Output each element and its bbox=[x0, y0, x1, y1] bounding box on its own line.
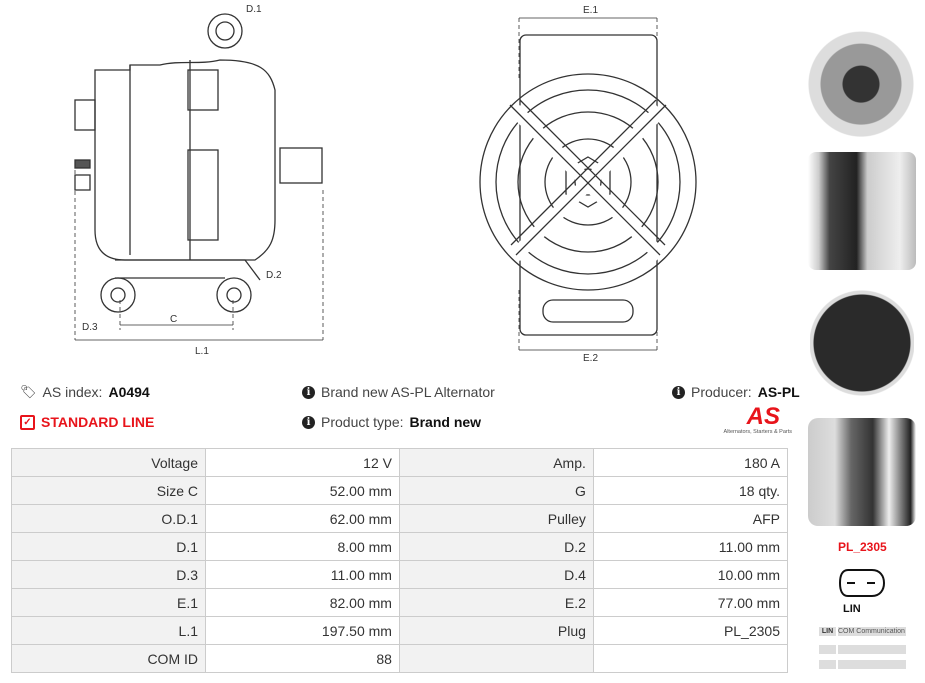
spec-label: Size C bbox=[11, 476, 206, 505]
spec-label: L.1 bbox=[11, 616, 206, 645]
product-type: i Product type: Brand new bbox=[302, 414, 481, 430]
table-row: E.1 82.00 mm E.2 77.00 mm bbox=[11, 588, 789, 617]
spec-value: 82.00 mm bbox=[205, 588, 400, 617]
table-row: D.3 11.00 mm D.4 10.00 mm bbox=[11, 560, 789, 589]
table-row: Voltage 12 V Amp. 180 A bbox=[11, 448, 789, 477]
spec-label: Voltage bbox=[11, 448, 206, 477]
svg-text:D.2: D.2 bbox=[266, 270, 282, 281]
info-icon: i bbox=[302, 415, 315, 429]
spec-value: AFP bbox=[592, 504, 789, 533]
svg-text:L.1: L.1 bbox=[195, 346, 209, 357]
info-icon: i bbox=[672, 385, 685, 399]
product-photo-side[interactable] bbox=[808, 152, 916, 270]
spec-label: Pulley bbox=[398, 504, 594, 533]
spec-value: PL_2305 bbox=[592, 616, 789, 645]
spec-value: 197.50 mm bbox=[205, 616, 400, 645]
plug-legend-key: LIN bbox=[819, 627, 836, 636]
plug-legend-empty bbox=[838, 645, 906, 654]
svg-text:C: C bbox=[170, 314, 177, 325]
svg-text:E.2: E.2 bbox=[583, 353, 598, 364]
spec-value: 77.00 mm bbox=[592, 588, 789, 617]
spec-value: 180 A bbox=[592, 448, 789, 477]
plug-legend-empty bbox=[838, 660, 906, 669]
spec-value bbox=[592, 644, 789, 673]
spec-label: D.4 bbox=[398, 560, 594, 589]
spec-value: 11.00 mm bbox=[592, 532, 789, 561]
info-icon: i bbox=[302, 385, 315, 399]
as-pl-logo: AS Alternators, Starters & Parts bbox=[723, 403, 792, 436]
table-row: L.1 197.50 mm Plug PL_2305 bbox=[11, 616, 789, 645]
spec-label: O.D.1 bbox=[11, 504, 206, 533]
spec-value: 52.00 mm bbox=[205, 476, 400, 505]
spec-value: 88 bbox=[205, 644, 400, 673]
check-square-icon: ✓ bbox=[20, 414, 35, 430]
spec-label: G bbox=[398, 476, 594, 505]
plug-legend-desc: COM Communication bbox=[838, 627, 906, 636]
plug-legend-empty bbox=[819, 645, 836, 654]
product-photo-front[interactable] bbox=[808, 6, 914, 148]
product-photo-angle[interactable] bbox=[808, 418, 916, 526]
table-row: COM ID 88 bbox=[11, 644, 789, 673]
spec-value: 18 qty. bbox=[592, 476, 789, 505]
table-row: Size C 52.00 mm G 18 qty. bbox=[11, 476, 789, 505]
spec-label: COM ID bbox=[11, 644, 206, 673]
spec-label: E.1 bbox=[11, 588, 206, 617]
spec-label: D.1 bbox=[11, 532, 206, 561]
plug-legend-empty bbox=[819, 660, 836, 669]
spec-value: 12 V bbox=[205, 448, 400, 477]
plug-type: LIN bbox=[843, 603, 861, 615]
spec-label: D.3 bbox=[11, 560, 206, 589]
producer: i Producer: AS-PL bbox=[672, 384, 800, 400]
table-row: O.D.1 62.00 mm Pulley AFP bbox=[11, 504, 789, 533]
spec-value: 8.00 mm bbox=[205, 532, 400, 561]
as-index: 🏷 AS index: A0494 bbox=[20, 384, 150, 400]
plug-code: PL_2305 bbox=[838, 540, 887, 554]
svg-text:E.1: E.1 bbox=[583, 5, 598, 16]
spec-label: E.2 bbox=[398, 588, 594, 617]
side-view-drawing: D.1 D.2 D.3 C L.1 bbox=[74, 4, 324, 357]
spec-label bbox=[398, 644, 594, 673]
standard-line-badge: ✓ STANDARD LINE bbox=[20, 414, 154, 430]
spec-value: 10.00 mm bbox=[592, 560, 789, 589]
front-view-drawing: E.1 E.2 bbox=[479, 5, 697, 364]
spec-label: Amp. bbox=[398, 448, 594, 477]
tags-icon: 🏷 bbox=[20, 384, 37, 399]
product-photo-back[interactable] bbox=[810, 278, 914, 408]
svg-text:D.1: D.1 bbox=[246, 4, 262, 15]
spec-value: 62.00 mm bbox=[205, 504, 400, 533]
specs-table: Voltage 12 V Amp. 180 A Size C 52.00 mm G 18 qt… bbox=[11, 448, 789, 673]
brand-new-info: i Brand new AS-PL Alternator bbox=[302, 384, 495, 400]
spec-label: D.2 bbox=[398, 532, 594, 561]
svg-text:D.3: D.3 bbox=[82, 322, 98, 333]
spec-label: Plug bbox=[398, 616, 594, 645]
spec-value: 11.00 mm bbox=[205, 560, 400, 589]
table-row: D.1 8.00 mm D.2 11.00 mm bbox=[11, 532, 789, 561]
plug-icon bbox=[838, 569, 886, 597]
